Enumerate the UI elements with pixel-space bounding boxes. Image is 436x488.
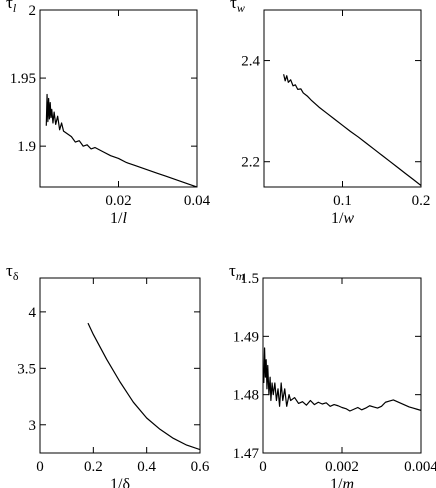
x-tick-label: 0.2: [412, 193, 431, 209]
panel-2: 0.1 0.2 2.2 2.4 1/w τw: [230, 0, 430, 227]
y-tick-label: 1.48: [233, 388, 259, 404]
y-tick-label: 1.5: [240, 271, 259, 287]
x-tick-label: 0: [259, 459, 267, 475]
y-tick-label: 1.49: [233, 329, 259, 345]
plot-frame: [39, 277, 201, 454]
panel-3: 0 0.2 0.4 0.6 3 3.5 4 1/δ τδ: [6, 261, 210, 488]
x-tick-label: 0.04: [184, 193, 211, 209]
y-tick-label: 2.2: [241, 155, 260, 171]
plot-frame: [39, 9, 198, 188]
axis-title: τm: [229, 261, 245, 283]
series-line-1: [263, 347, 421, 412]
panel-4: 0 0.002 0.004 1.47 1.48 1.49 1.5 1/m τm: [229, 261, 436, 488]
x-tick-label: 0.004: [404, 459, 436, 475]
x-axis-label: 1/l: [110, 210, 127, 227]
y-tick-label: 2: [29, 3, 37, 19]
panel-1: 0.02 0.04 1.9 1.95 2 1/l τl: [6, 0, 211, 227]
x-axis-label: 1/δ: [110, 476, 130, 488]
y-tick-label: 1.47: [233, 446, 260, 462]
x-axis-label: 1/m: [330, 476, 354, 488]
y-tick-label: 3: [29, 418, 37, 434]
x-tick-label: 0: [36, 459, 44, 475]
axis-title: τw: [230, 0, 245, 15]
axis-title: τδ: [6, 261, 19, 283]
x-tick-label: 0.002: [325, 459, 359, 475]
series-line-1: [45, 93, 197, 187]
axis-title: τl: [6, 0, 17, 15]
x-tick-label: 0.6: [191, 459, 210, 475]
y-tick-label: 1.9: [17, 139, 36, 155]
x-tick-label: 0.4: [137, 459, 156, 475]
y-tick-label: 4: [29, 305, 37, 321]
series-line-1: [87, 322, 200, 451]
plot-frame: [262, 277, 422, 454]
y-tick-label: 2.4: [241, 54, 260, 70]
y-tick-label: 1.95: [10, 71, 36, 87]
x-axis-label: 1/w: [331, 210, 354, 227]
y-tick-label: 3.5: [17, 361, 36, 377]
x-tick-label: 0.1: [333, 193, 352, 209]
x-tick-label: 0.2: [84, 459, 103, 475]
series-line-1: [283, 74, 421, 186]
plot-frame: [263, 9, 422, 188]
x-tick-label: 0.02: [105, 193, 131, 209]
